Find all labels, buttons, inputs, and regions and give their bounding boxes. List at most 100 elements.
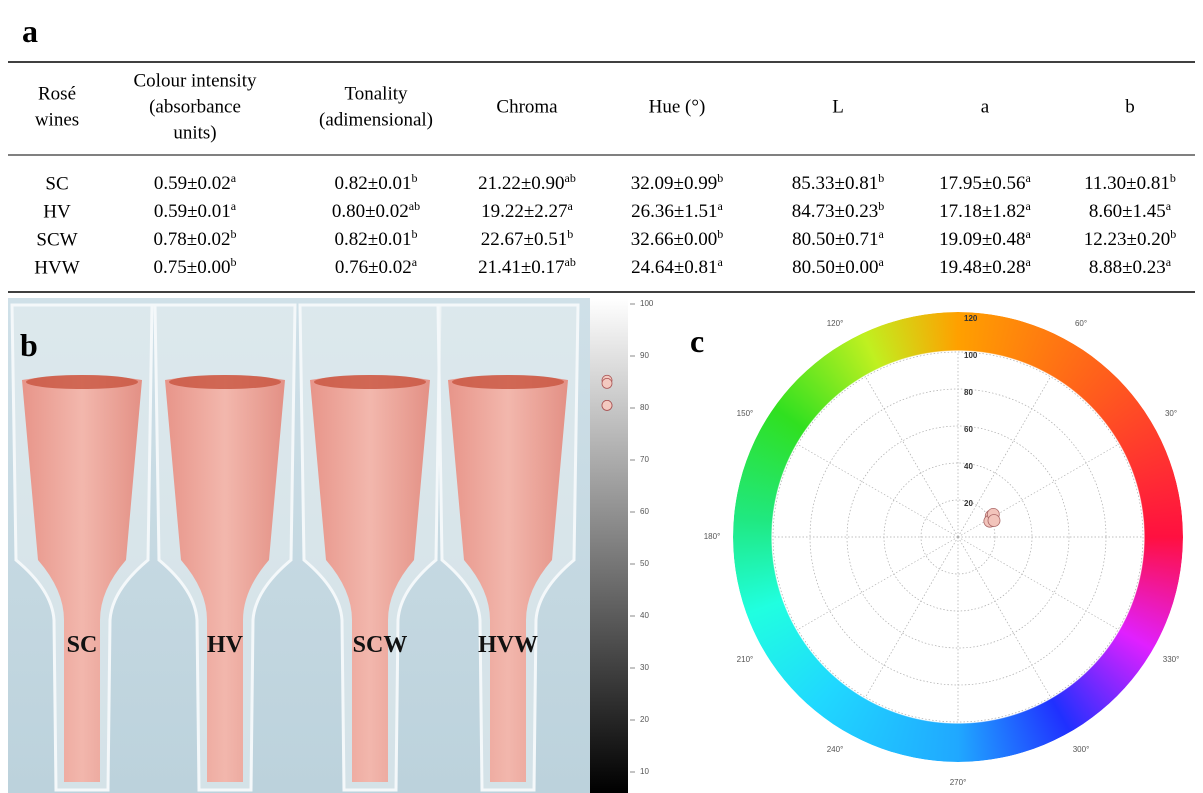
table-cell: 21.41±0.17ab (478, 255, 576, 279)
tick-label: 70 (640, 455, 649, 464)
cell-value: 80.50±0.71 (792, 229, 878, 250)
cell-superscript: b (567, 227, 573, 241)
header-cell: wines (35, 109, 79, 130)
cell-superscript: a (718, 199, 724, 213)
grid-spoke (958, 445, 1118, 538)
grid-spoke (798, 445, 958, 538)
cell-superscript: a (1026, 255, 1032, 269)
header-cell: Hue (°) (649, 96, 706, 117)
cell-superscript: a (412, 255, 418, 269)
vial-label: SCW (353, 632, 408, 658)
cell-value: 22.67±0.51 (481, 229, 567, 250)
table-cell: 17.95±0.56a (939, 171, 1031, 195)
cell-value: 26.36±1.51 (631, 201, 717, 222)
cell-value: 24.64±0.81 (631, 257, 717, 278)
radial-tick-label: 20 (964, 499, 973, 508)
table-cell: 22.67±0.51b (481, 227, 573, 251)
tick-label: 100 (640, 299, 654, 308)
cell-value: 32.66±0.00 (631, 229, 717, 250)
table-cell: 32.09±0.99b (631, 171, 723, 195)
cell-value: 19.22±2.27 (481, 201, 567, 222)
angle-tick-label: 150° (737, 409, 754, 418)
cell-value: 0.59±0.01 (154, 201, 231, 222)
cell-superscript: b (1170, 227, 1176, 241)
cell-superscript: a (718, 255, 724, 269)
meniscus (169, 375, 281, 389)
radial-tick-label: 40 (964, 462, 973, 471)
header-cell: units) (173, 122, 216, 143)
cell-superscript: a (1026, 171, 1032, 185)
header-cell: a (981, 96, 990, 117)
cell-value: 19.09±0.48 (939, 229, 1025, 250)
meniscus (452, 375, 564, 389)
cell-superscript: a (1026, 199, 1032, 213)
header-cell: (adimensional) (319, 109, 433, 130)
cell-value: 21.22±0.90 (478, 173, 564, 194)
table-cell: 11.30±0.81b (1084, 171, 1176, 195)
grid-spoke (958, 537, 1051, 697)
angle-tick-label: 120° (827, 319, 844, 328)
cell-superscript: a (231, 199, 237, 213)
cell-superscript: b (411, 227, 417, 241)
cell-value: 0.75±0.00 (154, 257, 231, 278)
table-cell: 12.23±0.20b (1084, 227, 1176, 251)
cell-value: 8.60±1.45 (1089, 201, 1166, 222)
header-cell: Chroma (496, 96, 558, 117)
polar-point (988, 514, 1000, 526)
cell-value: 0.82±0.01 (335, 173, 412, 194)
table-cell: 0.76±0.02a (335, 255, 418, 279)
grid-spoke (866, 377, 959, 537)
table-cell: 80.50±0.00a (792, 255, 884, 279)
cell-value: 85.33±0.81 (792, 173, 878, 194)
cell-value: 0.59±0.02 (154, 173, 231, 194)
table-cell: 84.73±0.23b (792, 199, 884, 223)
table-cell: 26.36±1.51a (631, 199, 723, 223)
cell-value: 0.82±0.01 (335, 229, 412, 250)
meniscus (26, 375, 138, 389)
vial-label: HVW (478, 632, 538, 658)
cell-superscript: ab (565, 255, 576, 269)
angle-tick-label: 300° (1073, 745, 1090, 754)
table-cell: 32.66±0.00b (631, 227, 723, 251)
table-cell: 80.50±0.71a (792, 227, 884, 251)
cell-value: 84.73±0.23 (792, 201, 878, 222)
tick-label: 30 (640, 663, 649, 672)
angle-tick-label: 330° (1163, 655, 1180, 664)
grid-spoke (958, 537, 1118, 630)
tick-label: 20 (640, 715, 649, 724)
cell-value: 11.30±0.81 (1084, 173, 1170, 194)
angle-tick-label: 60° (1075, 319, 1087, 328)
grid-spoke (866, 537, 959, 697)
cell-superscript: a (879, 227, 885, 241)
table-cell: 19.22±2.27a (481, 199, 573, 223)
cell-superscript: b (878, 171, 884, 185)
row-label: HVW (34, 257, 79, 278)
table-cell: 0.82±0.01b (335, 227, 418, 251)
table-cell: 8.88±0.23a (1089, 255, 1172, 279)
header-cell: b (1125, 96, 1135, 117)
row-label: HV (43, 201, 71, 222)
cell-superscript: b (717, 227, 723, 241)
cell-superscript: b (878, 199, 884, 213)
lightness-bar (590, 298, 628, 793)
tick-label: 60 (640, 507, 649, 516)
cell-value: 12.23±0.20 (1084, 229, 1170, 250)
tick-label: 90 (640, 351, 649, 360)
row-label: SCW (36, 229, 77, 250)
panel-label: b (20, 327, 38, 363)
vial-label: HV (207, 632, 244, 658)
table-cell: 17.18±1.82a (939, 199, 1031, 223)
header-cell: (absorbance (149, 96, 241, 117)
vial-label: SC (67, 632, 98, 658)
panel-label: c (690, 323, 704, 359)
cell-superscript: a (1026, 227, 1032, 241)
radial-tick-label: 80 (964, 388, 973, 397)
angle-tick-label: 210° (737, 655, 754, 664)
header-cell: Tonality (344, 83, 408, 104)
cell-superscript: a (1166, 255, 1172, 269)
cell-value: 21.41±0.17 (478, 257, 564, 278)
cell-superscript: ab (409, 199, 420, 213)
grid-spoke (958, 377, 1051, 537)
cell-value: 0.78±0.02 (154, 229, 231, 250)
cell-superscript: a (1166, 199, 1172, 213)
